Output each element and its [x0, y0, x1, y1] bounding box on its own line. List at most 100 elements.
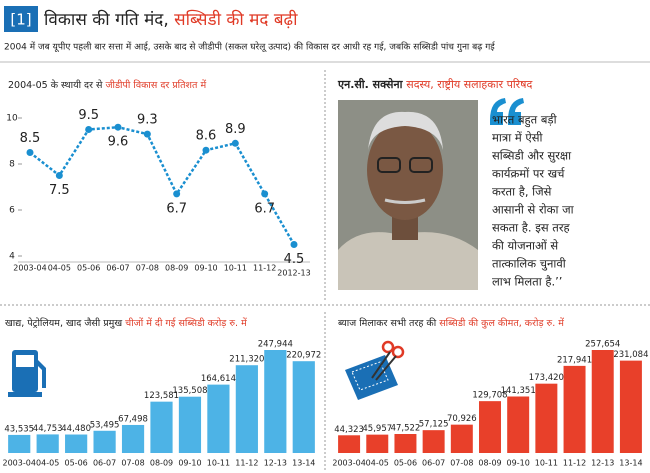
x-tick-label: 12-13 [591, 459, 614, 468]
value-label: 6.7 [166, 201, 187, 216]
x-tick-label: 06-07 [93, 459, 116, 468]
value-label: 43,535 [4, 424, 34, 434]
value-label: 70,926 [447, 414, 477, 424]
x-tick-label: 08-09 [165, 264, 188, 273]
value-label: 8.5 [20, 131, 41, 146]
value-label: 6.7 [254, 201, 275, 216]
profile-role: सदस्य, राष्ट्रीय सलाहकार परिषद [406, 78, 532, 91]
x-tick-label: 07-08 [121, 459, 144, 468]
title-highlight: चीजों में दी गई सब्सिडी करोड़ रु. में [125, 317, 247, 329]
title-part: खाद्य, पेट्रोलियम, खाद जैसी प्रमुख [5, 317, 125, 329]
value-label: 135,508 [172, 386, 207, 396]
bar [150, 401, 173, 453]
x-tick-label: 11-12 [563, 459, 586, 468]
bar [178, 396, 202, 453]
point [85, 126, 93, 133]
x-tick-label: 07-08 [136, 264, 159, 273]
value-label: 123,581 [144, 391, 179, 401]
x-tick-label: 05-06 [65, 459, 88, 468]
subtitle: 2004 में जब यूपीए पहली बार सत्ता में आई,… [4, 41, 496, 53]
value-label: 9.6 [108, 135, 129, 150]
x-tick-label: 05-06 [77, 264, 100, 273]
x-tick-label: 13-14 [292, 459, 315, 468]
bar [264, 350, 287, 453]
value-label: 44,753 [33, 424, 63, 434]
point [261, 190, 269, 198]
point [26, 149, 34, 156]
y-tick-label: 4 [9, 252, 15, 262]
quote-line: आसानी से रोका जा [492, 203, 575, 217]
bar [422, 430, 445, 453]
value-label: 8.9 [225, 122, 246, 137]
value-label: 164,614 [201, 374, 236, 384]
quote-line: लाभ मिलता है.’’ [492, 275, 562, 289]
chart-title: 2004-05 के स्थायी दर से जीडीपी विकास दर … [8, 79, 206, 91]
badge-number: [1] [10, 11, 31, 29]
value-label: 141,351 [501, 386, 536, 396]
value-label: 4.5 [284, 252, 305, 267]
x-tick-label: 08-09 [150, 459, 173, 468]
title-highlight: जीडीपी विकास दर प्रतिशत में [105, 79, 206, 91]
bar [121, 424, 145, 453]
quote-line: तात्कालिक चुनावी [492, 257, 567, 272]
bar [292, 361, 315, 453]
x-tick-label: 09-10 [178, 459, 201, 468]
title-highlight: सब्सिडी की मद बढ़ी [174, 9, 298, 30]
point [290, 241, 298, 248]
title-part: ब्याज मिलाकर सभी तरह की [338, 317, 439, 329]
point [55, 172, 63, 179]
x-tick-label: 13-14 [619, 459, 642, 468]
value-label: 44,480 [61, 424, 91, 434]
quote-line: कार्यक्रमों पर खर्च [492, 167, 565, 181]
x-tick-label: 2003-04 [13, 264, 46, 273]
point [202, 146, 210, 154]
coupon-icon [345, 340, 405, 400]
quote: भारत बहुत बड़ी मात्रा में ऐसी सब्सिडी और स… [492, 113, 575, 289]
profile-heading: एन.सी. सक्सेना सदस्य, राष्ट्रीय सलाहकार … [337, 77, 533, 91]
x-tick-label: 2003-04 [332, 459, 365, 468]
value-label: 53,495 [90, 420, 120, 430]
x-tick-label: 11-12 [235, 459, 258, 468]
x-tick-label: 12-13 [264, 459, 287, 468]
profile-name: एन.सी. सक्सेना [337, 77, 404, 91]
title-part: विकास की गति मंद, [44, 9, 169, 30]
bar [619, 360, 642, 453]
bar [507, 396, 530, 453]
x-tick-label: 06-07 [422, 459, 445, 468]
point [114, 123, 122, 131]
value-label: 7.5 [49, 183, 70, 198]
x-tick-label: 10-11 [535, 459, 558, 468]
x-tick-label: 10-11 [224, 264, 247, 273]
x-tick-label: 05-06 [394, 459, 417, 468]
x-tick-label: 11-12 [253, 264, 276, 273]
value-label: 129,708 [472, 391, 507, 401]
bar [479, 401, 501, 453]
quote-line: सकता है. इस तरह [492, 221, 571, 235]
value-label: 47,522 [391, 424, 421, 434]
point [143, 130, 151, 138]
line [29, 125, 296, 246]
x-tick-label: 04-05 [48, 264, 71, 273]
value-label: 173,420 [529, 373, 564, 383]
bar [366, 434, 389, 453]
x-tick-label: 06-07 [106, 264, 129, 273]
value-label: 220,972 [286, 351, 321, 361]
x-tick-label: 09-10 [194, 264, 217, 273]
chart-title: खाद्य, पेट्रोलियम, खाद जैसी प्रमुख चीजों… [5, 317, 247, 329]
quote-line: भारत बहुत बड़ी [492, 113, 558, 128]
page-title: विकास की गति मंद, सब्सिडी की मद बढ़ी [44, 9, 298, 30]
bar [93, 430, 116, 453]
bar [36, 434, 59, 453]
value-label: 217,941 [557, 355, 592, 365]
bar [235, 365, 258, 453]
value-label: 44,323 [334, 425, 364, 435]
x-tick-label: 04-05 [36, 459, 59, 468]
x-tick-label: 08-09 [478, 459, 501, 468]
bar [338, 435, 361, 453]
y-tick-label: 10 [6, 114, 18, 124]
y-tick-label: 8 [9, 160, 15, 170]
bar [394, 434, 417, 453]
value-label: 8.6 [196, 129, 217, 144]
fuel-icon [8, 350, 46, 397]
